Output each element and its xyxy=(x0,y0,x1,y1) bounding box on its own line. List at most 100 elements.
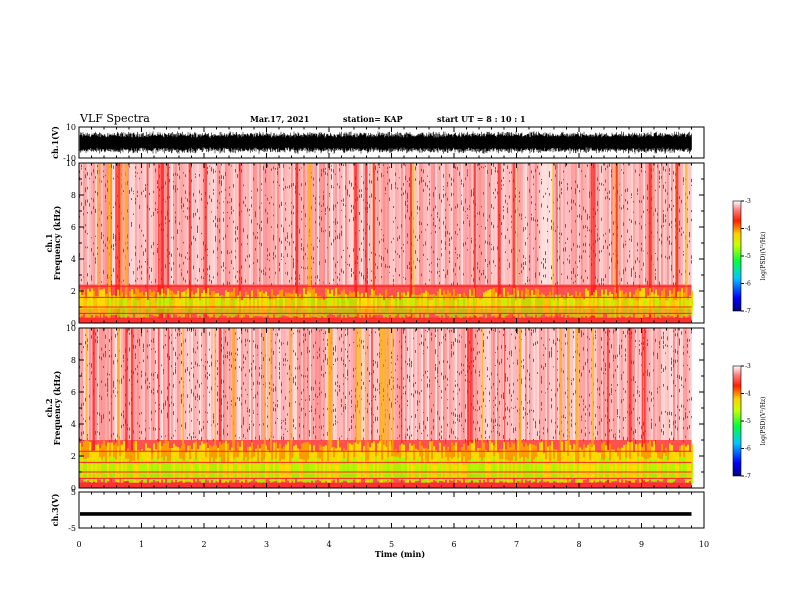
spectrogram-speck xyxy=(465,163,466,166)
spectrogram-speck xyxy=(149,192,150,196)
spectrogram-speck xyxy=(319,415,320,419)
spectrogram-speck xyxy=(323,350,324,353)
spectrogram-speck xyxy=(301,407,302,412)
spectrogram-speck xyxy=(573,281,574,284)
band-green xyxy=(671,296,673,316)
spectrogram-speck xyxy=(335,415,336,419)
spectrogram-speck xyxy=(305,267,306,270)
spectrogram-speck xyxy=(391,428,392,430)
band-green xyxy=(213,295,215,315)
spectrogram-speck xyxy=(577,244,578,248)
spectrogram-speck xyxy=(107,388,108,392)
spectrogram-speck xyxy=(457,166,458,169)
spectrogram-speck xyxy=(671,251,672,256)
spectrogram-speck xyxy=(223,395,224,398)
spectrogram-speck xyxy=(479,211,480,215)
spectrogram-speck xyxy=(489,331,490,334)
spectrogram-speck xyxy=(299,403,300,406)
spectrogram-speck xyxy=(347,355,348,359)
spectrogram-burst xyxy=(160,163,163,323)
spectrogram-column xyxy=(551,163,553,285)
spectrogram-speck xyxy=(201,428,202,432)
spectrogram-speck xyxy=(247,407,248,410)
spectrogram-speck xyxy=(563,170,564,173)
spectrogram-speck xyxy=(293,380,294,384)
spectrogram-speck xyxy=(83,386,84,389)
spectrogram-speck xyxy=(345,328,346,331)
spectrogram-speck xyxy=(197,254,198,259)
spectrogram-speck xyxy=(661,225,662,229)
spectrogram-speck xyxy=(345,215,346,218)
spectrogram-speck xyxy=(657,219,658,223)
spectrogram-speck xyxy=(605,196,606,200)
spectrogram-speck xyxy=(89,378,90,380)
spectrogram-speck xyxy=(193,265,194,270)
spectrogram-speck xyxy=(273,407,274,412)
spectrogram-speck xyxy=(249,408,250,413)
spectrogram-speck xyxy=(263,357,264,362)
spectrogram-column xyxy=(313,328,315,440)
spectrogram-speck xyxy=(333,257,334,260)
spectrogram-speck xyxy=(445,231,446,235)
spectrogram-speck xyxy=(507,357,508,360)
spectrogram-speck xyxy=(123,424,124,427)
spectrogram-column xyxy=(543,328,545,440)
spectrogram-speck xyxy=(179,381,180,384)
spectrogram-speck xyxy=(399,177,400,179)
spectrogram-speck xyxy=(279,351,280,353)
spectrogram-speck xyxy=(213,179,214,183)
spectrogram-speck xyxy=(335,204,336,208)
spectrogram-speck xyxy=(457,167,458,171)
spectrogram-speck xyxy=(347,378,348,381)
spectrogram-column xyxy=(495,163,497,285)
spectrogram-speck xyxy=(421,273,422,277)
spectrogram-speck xyxy=(173,403,174,406)
spectrogram-speck xyxy=(321,374,322,376)
spectrogram-speck xyxy=(323,282,324,284)
spectrogram-column xyxy=(135,328,137,440)
spectrogram-speck xyxy=(261,189,262,191)
band-green xyxy=(679,299,681,319)
spectrogram-speck xyxy=(335,381,336,386)
spectrogram-speck xyxy=(213,415,214,419)
spectrogram-speck xyxy=(481,385,482,387)
spectrogram-speck xyxy=(573,267,574,271)
spectrogram-speck xyxy=(399,434,400,438)
spectrogram-speck xyxy=(535,331,536,333)
spectrogram-speck xyxy=(647,196,648,200)
spectrogram-speck xyxy=(259,382,260,385)
spectrogram-speck xyxy=(175,352,176,357)
spectrogram-column xyxy=(305,328,307,440)
spectrogram-speck xyxy=(321,218,322,221)
spectrogram-column xyxy=(181,328,183,440)
spectrogram-speck xyxy=(139,265,140,269)
spectrogram-speck xyxy=(597,233,598,237)
spectrogram-speck xyxy=(83,418,84,420)
spectrogram-speck xyxy=(525,411,526,416)
spectrogram-speck xyxy=(137,278,138,280)
spectrogram-speck xyxy=(487,263,488,265)
spectrogram-column xyxy=(431,163,433,285)
band-green xyxy=(411,294,413,314)
spectrogram-speck xyxy=(481,434,482,438)
spectrogram-speck xyxy=(497,359,498,364)
spectrogram-column xyxy=(539,328,541,440)
spectrogram-speck xyxy=(431,337,432,341)
spectrogram-speck xyxy=(509,240,510,244)
band-green xyxy=(427,299,429,319)
spectrogram-speck xyxy=(277,404,278,408)
spectrogram-speck xyxy=(113,432,114,436)
spectrogram-speck xyxy=(501,222,502,225)
spectrogram-speck xyxy=(287,186,288,189)
band-green xyxy=(175,295,177,315)
band-green xyxy=(621,296,623,316)
spectrogram-speck xyxy=(547,188,548,190)
spectrogram-column xyxy=(473,328,475,440)
band-yellow xyxy=(681,288,683,309)
spectrogram-speck xyxy=(215,238,216,242)
spectrogram-speck xyxy=(295,352,296,356)
spectrogram-speck xyxy=(153,340,154,343)
spectrogram-speck xyxy=(451,353,452,357)
spectrogram-speck xyxy=(471,274,472,277)
